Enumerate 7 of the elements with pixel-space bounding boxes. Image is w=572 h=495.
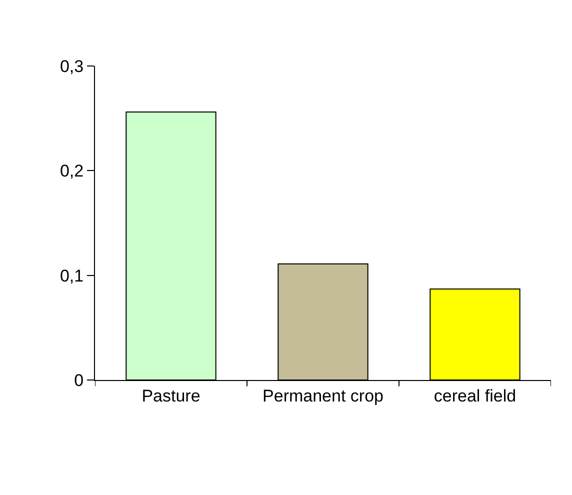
x-tick-label: cereal field [434,386,516,406]
y-tick-label: 0,3 [60,56,84,76]
y-tick-label: 0,1 [60,266,84,286]
x-tick-label: Pasture [142,386,200,406]
y-tick-label: 0 [74,370,84,390]
y-tick-label: 0,2 [60,162,84,181]
x-tick-label: Permanent crop [262,386,384,406]
